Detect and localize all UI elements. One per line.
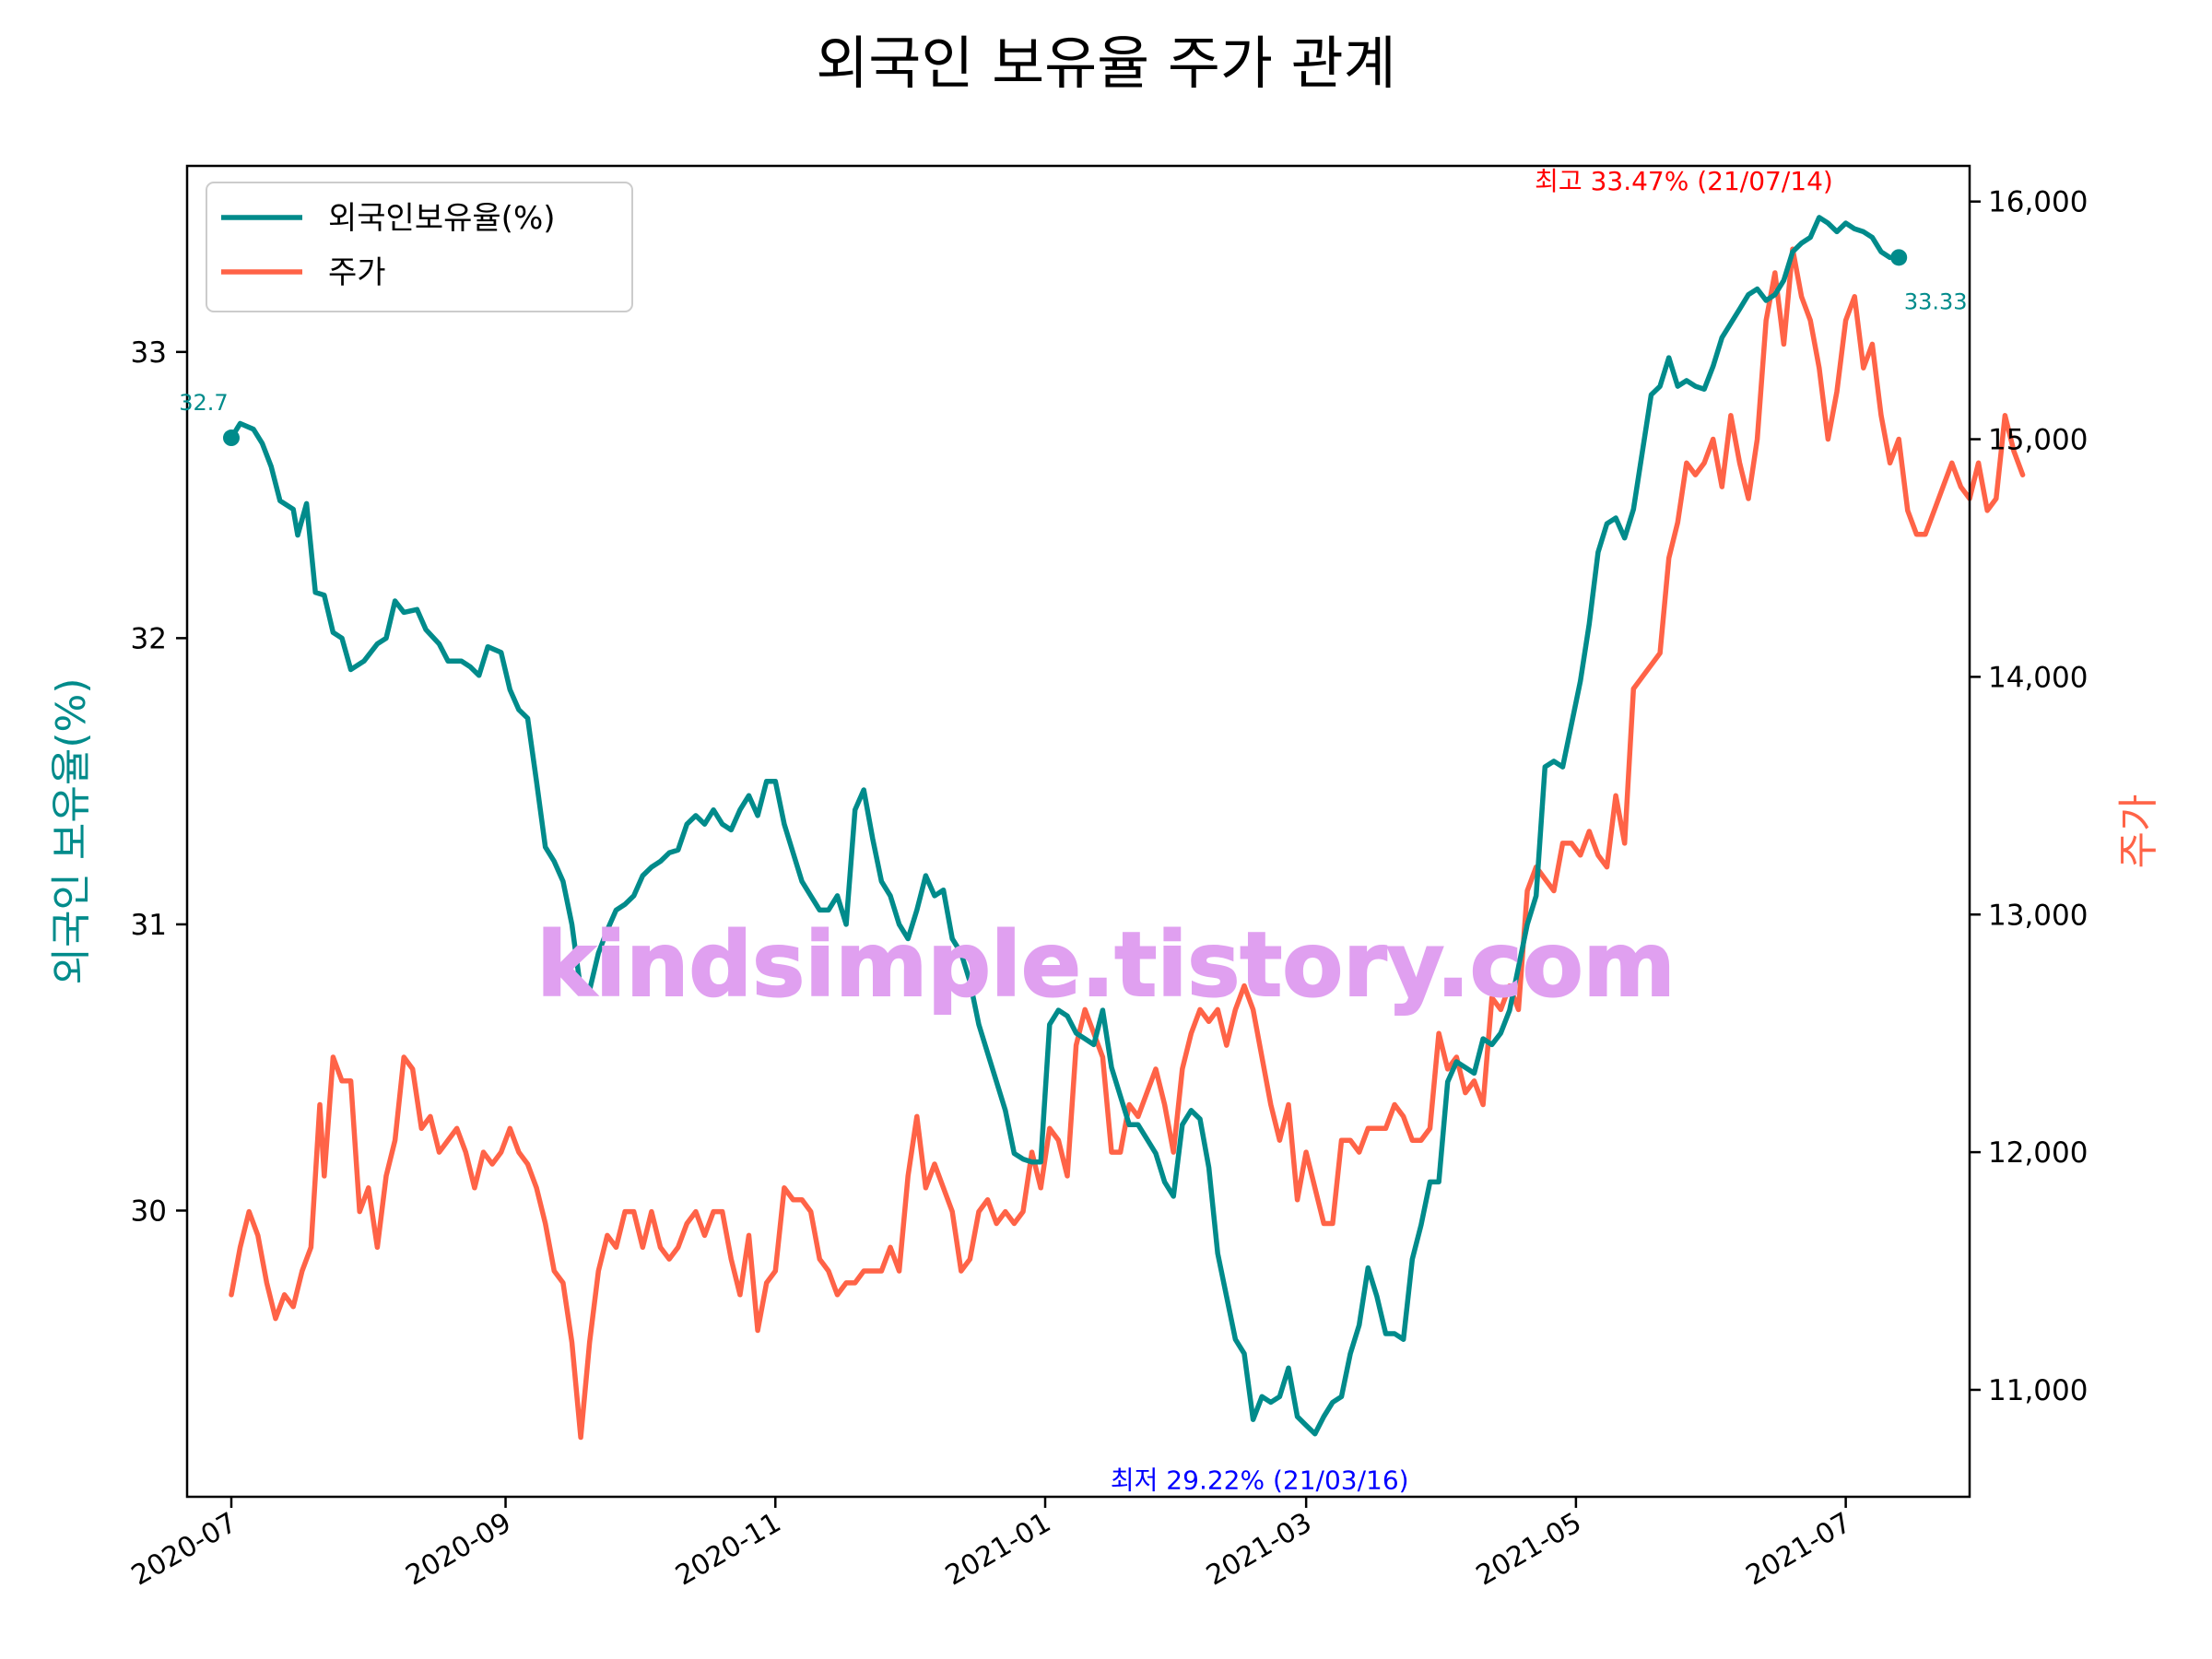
min-annotation-label: 최저 29.22% (21/03/16) [1111,1465,1409,1496]
y-left-tick-label: 30 [131,1194,167,1228]
legend-label-price: 주가 [328,254,386,291]
end-value-label: 33.33 [1904,288,1968,314]
y-right-tick-label: 14,000 [1988,661,2088,694]
max-annotation-label: 최고 33.47% (21/07/14) [1535,166,1833,196]
y-left-tick-label: 32 [131,622,167,655]
y-axis-right-label: 주가 [2115,794,2162,869]
watermark-text: kindsimple.tistory.com [536,913,1675,1017]
y-right-tick-label: 13,000 [1988,899,2088,932]
y-right-tick-label: 12,000 [1988,1136,2088,1170]
y-left-tick-label: 31 [131,909,167,942]
y-left-tick-label: 33 [131,336,167,370]
y-right-tick-label: 15,000 [1988,424,2088,457]
y-axis-left-label: 외국인 보유율(%) [48,677,95,984]
start-value-label: 32.7 [179,390,228,416]
legend-label-ratio: 외국인보유율(%) [328,200,556,237]
legend: 외국인보유율(%) 주가 [206,182,632,312]
chart-title: 외국인 보유율 주가 관계 [816,29,1396,97]
end-point-marker [1890,249,1907,265]
start-point-marker [223,429,240,446]
y-right-tick-label: 11,000 [1988,1374,2088,1407]
y-right-tick-label: 16,000 [1988,186,2088,219]
